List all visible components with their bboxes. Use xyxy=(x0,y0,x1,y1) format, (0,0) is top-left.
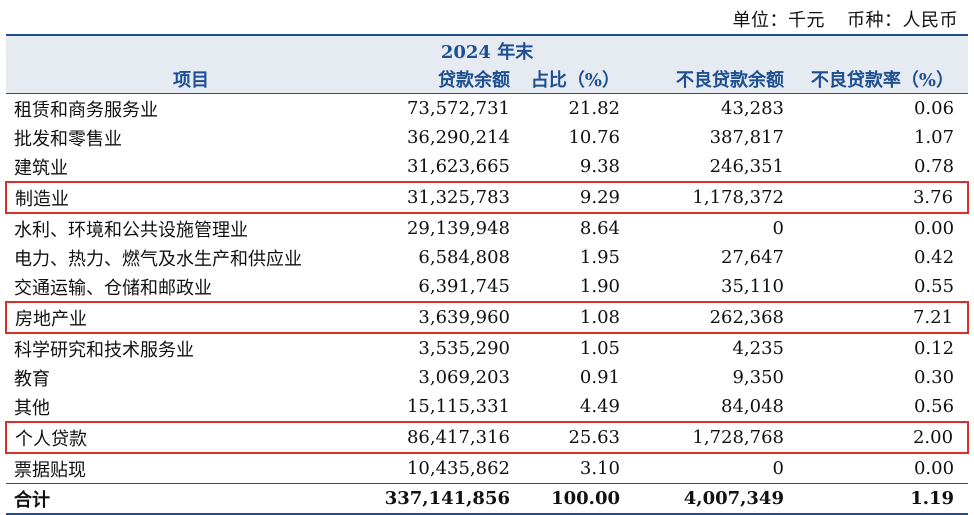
row-npl: 35,110 xyxy=(721,276,784,297)
row-npl: 0 xyxy=(772,218,784,239)
row-share: 0.91 xyxy=(579,367,620,388)
row-npl-rate: 0.42 xyxy=(913,247,955,268)
table-row: 水利、环境和公共设施管理业 29,139,948 8.64 0 0.00 xyxy=(6,213,968,243)
row-balance: 3,069,203 xyxy=(418,367,510,388)
row-name: 建筑业 xyxy=(14,157,68,179)
table-row: 科学研究和技术服务业 3,535,290 1.05 4,235 0.12 xyxy=(6,333,968,363)
row-name: 批发和零售业 xyxy=(14,128,122,150)
row-balance: 86,417,316 xyxy=(376,421,524,454)
row-balance: 6,391,745 xyxy=(418,276,510,297)
row-balance: 15,115,331 xyxy=(406,396,510,417)
row-balance: 73,572,731 xyxy=(406,98,510,119)
row-balance: 31,325,783 xyxy=(376,181,524,214)
table-row: 电力、热力、燃气及水生产和供应业 6,584,808 1.95 27,647 0.42 xyxy=(6,243,968,272)
row-npl: 262,368 xyxy=(634,301,798,334)
row-name: 其他 xyxy=(14,397,50,419)
row-name: 交通运输、仓储和邮政业 xyxy=(14,277,212,299)
table-row-highlighted: 房地产业 3,639,960 1.08 262,368 7.21 xyxy=(5,301,970,334)
row-share: 21.82 xyxy=(568,98,620,119)
row-npl: 246,351 xyxy=(709,156,784,177)
row-npl-rate: 1.07 xyxy=(913,127,955,148)
total-npl-rate: 1.19 xyxy=(798,483,969,515)
row-share: 10.76 xyxy=(568,127,620,148)
row-name: 个人贷款 xyxy=(5,421,376,454)
table-row: 交通运输、仓储和邮政业 6,391,745 1.90 35,110 0.55 xyxy=(6,272,968,302)
table-row: 票据贴现 10,435,862 3.10 0 0.00 xyxy=(6,453,968,484)
table-row-highlighted: 制造业 31,325,783 9.29 1,178,372 3.76 xyxy=(5,181,970,214)
row-npl: 1,728,768 xyxy=(634,421,798,454)
row-npl-rate: 0.78 xyxy=(913,156,955,177)
total-share: 100.00 xyxy=(524,483,634,515)
row-npl-rate: 2.00 xyxy=(798,421,970,454)
table-row-highlighted: 个人贷款 86,417,316 25.63 1,728,768 2.00 xyxy=(5,421,970,454)
row-npl-rate: 3.76 xyxy=(798,181,970,214)
row-npl-rate: 0.30 xyxy=(913,367,955,388)
column-header-row: 项目 贷款余额 占比（%） 不良贷款余额 不良贷款率（%） xyxy=(6,65,969,94)
total-label: 合计 xyxy=(6,483,376,515)
column-header-balance: 贷款余额 xyxy=(376,65,524,94)
row-share: 25.63 xyxy=(524,421,634,454)
row-name: 票据贴现 xyxy=(14,459,86,481)
row-npl: 43,283 xyxy=(721,98,784,119)
row-name: 房地产业 xyxy=(5,301,376,334)
row-npl-rate: 0.00 xyxy=(913,218,955,239)
column-header-item: 项目 xyxy=(6,65,376,94)
row-balance: 3,535,290 xyxy=(418,338,510,359)
row-share: 9.38 xyxy=(579,156,620,177)
row-npl-rate: 0.56 xyxy=(913,396,955,417)
row-npl-rate: 7.21 xyxy=(798,301,970,334)
row-share: 8.64 xyxy=(579,218,620,239)
row-name: 水利、环境和公共设施管理业 xyxy=(14,219,248,241)
row-share: 1.95 xyxy=(579,247,620,268)
row-share: 9.29 xyxy=(524,181,634,214)
row-npl: 27,647 xyxy=(721,247,784,268)
row-npl: 387,817 xyxy=(709,127,784,148)
row-share: 1.05 xyxy=(579,338,620,359)
row-npl: 0 xyxy=(772,458,784,479)
column-header-npl-rate: 不良贷款率（%） xyxy=(798,65,969,94)
row-name: 制造业 xyxy=(5,181,376,214)
table-row: 教育 3,069,203 0.91 9,350 0.30 xyxy=(6,363,968,392)
column-header-share: 占比（%） xyxy=(524,65,634,94)
row-npl-rate: 0.06 xyxy=(913,98,955,119)
unit-note: 单位：千元 币种：人民币 xyxy=(711,6,959,32)
row-share: 1.08 xyxy=(524,301,634,334)
table-row: 建筑业 31,623,665 9.38 246,351 0.78 xyxy=(6,152,968,182)
row-share: 3.10 xyxy=(579,458,620,479)
table-row: 批发和零售业 36,290,214 10.76 387,817 1.07 xyxy=(6,123,968,152)
table-row: 租赁和商务服务业 73,572,731 21.82 43,283 0.06 xyxy=(6,94,968,124)
row-npl: 84,048 xyxy=(721,396,784,417)
row-npl-rate: 0.00 xyxy=(913,458,955,479)
row-name: 教育 xyxy=(14,368,50,390)
row-name: 科学研究和技术服务业 xyxy=(14,339,194,361)
unit-label: 单位：千元 xyxy=(732,10,825,31)
row-name: 电力、热力、燃气及水生产和供应业 xyxy=(14,248,302,270)
currency-label: 币种：人民币 xyxy=(847,10,958,31)
row-npl: 1,178,372 xyxy=(634,181,798,214)
row-npl-rate: 0.12 xyxy=(913,338,955,359)
row-balance: 3,639,960 xyxy=(376,301,524,334)
row-npl-rate: 0.55 xyxy=(913,276,955,297)
period-header-row: 2024 年末 xyxy=(6,34,969,65)
total-npl: 4,007,349 xyxy=(634,483,798,515)
total-balance: 337,141,856 xyxy=(376,483,524,515)
row-share: 1.90 xyxy=(579,276,620,297)
period-header: 2024 年末 xyxy=(6,34,969,65)
loan-industry-table: 2024 年末 项目 贷款余额 占比（%） 不良贷款余额 不良贷款率（%） 租赁… xyxy=(5,34,970,515)
total-row: 合计 337,141,856 100.00 4,007,349 1.19 xyxy=(6,483,969,515)
row-balance: 10,435,862 xyxy=(406,458,510,479)
row-balance: 31,623,665 xyxy=(406,156,510,177)
row-share: 4.49 xyxy=(579,396,620,417)
row-balance: 6,584,808 xyxy=(418,247,510,268)
row-balance: 36,290,214 xyxy=(406,127,510,148)
row-balance: 29,139,948 xyxy=(406,218,510,239)
row-npl: 4,235 xyxy=(732,338,784,359)
table-row: 其他 15,115,331 4.49 84,048 0.56 xyxy=(6,392,968,422)
row-name: 租赁和商务服务业 xyxy=(14,99,158,121)
column-header-npl: 不良贷款余额 xyxy=(634,65,798,94)
row-npl: 9,350 xyxy=(732,367,784,388)
